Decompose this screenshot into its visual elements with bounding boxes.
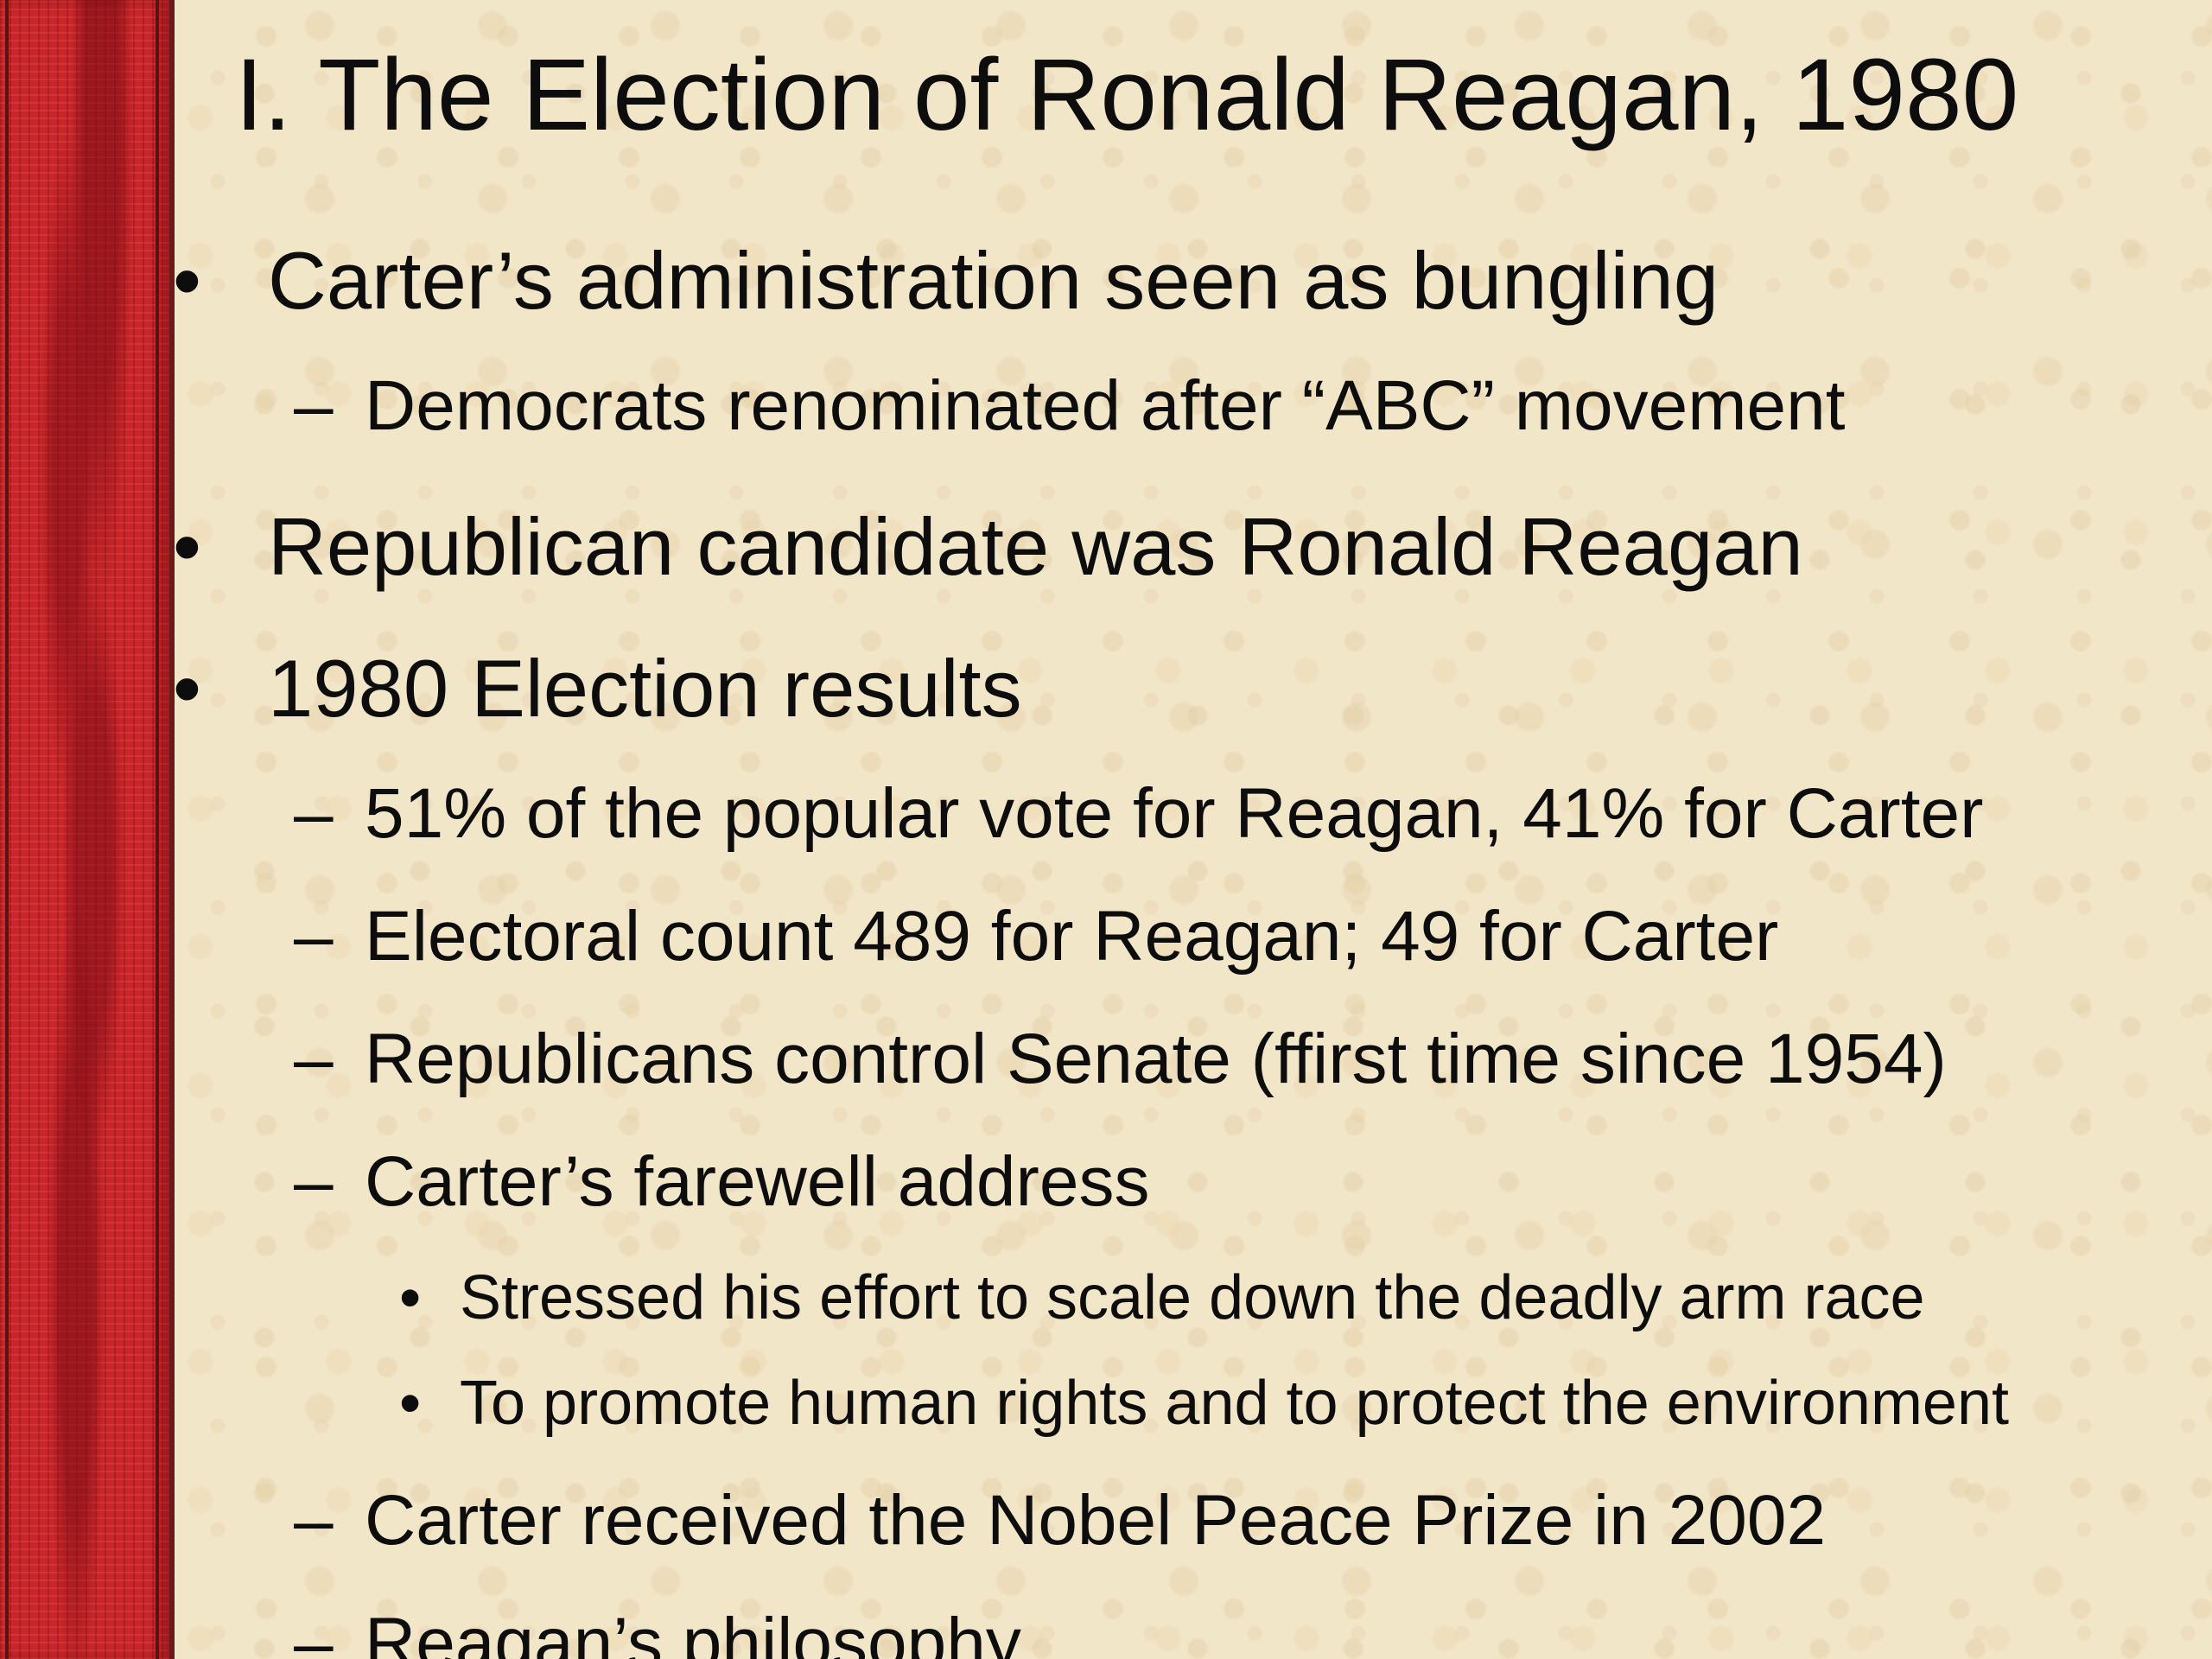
sub-bullet-text: Carter’s farewell address	[365, 1142, 1150, 1221]
bullet-dot-icon: •	[173, 235, 201, 326]
sub-bullet-text: Electoral count 489 for Reagan; 49 for C…	[365, 897, 1779, 976]
sub-bullet-text: Carter received the Nobel Peace Prize in…	[365, 1481, 1827, 1560]
sub-sub-bullet-text: Stressed his effort to scale down the de…	[460, 1263, 1925, 1332]
bullet-text: 1980 Election results	[268, 643, 1022, 734]
bullet-dot-icon: •	[173, 643, 201, 734]
dash-icon: –	[294, 774, 334, 853]
slide-title: I. The Election of Ronald Reagan, 1980	[235, 38, 2019, 152]
stripe-edge-left	[5, 0, 9, 1659]
dash-icon: –	[294, 897, 334, 976]
dash-icon: –	[294, 1604, 334, 1659]
bullet-text: Republican candidate was Ronald Reagan	[268, 501, 1803, 592]
stripe-edge-right	[156, 0, 159, 1659]
decorative-side-stripe	[0, 0, 175, 1659]
dash-icon: –	[294, 1142, 334, 1221]
bullet-dot-icon: •	[399, 1369, 422, 1438]
dash-icon: –	[294, 366, 334, 445]
bullet-dot-icon: •	[399, 1263, 422, 1332]
dash-icon: –	[294, 1481, 334, 1560]
sub-bullet-text: Reagan’s philosophy	[365, 1604, 1021, 1659]
bullet-dot-icon: •	[173, 501, 201, 592]
dash-icon: –	[294, 1020, 334, 1098]
sub-bullet-text: Democrats renominated after “ABC” moveme…	[365, 366, 1846, 445]
sub-sub-bullet-text: To promote human rights and to protect t…	[460, 1369, 2010, 1438]
bullet-text: Carter’s administration seen as bungling	[268, 235, 1719, 326]
sub-bullet-text: 51% of the popular vote for Reagan, 41% …	[365, 774, 1984, 853]
sub-bullet-text: Republicans control Senate (ffirst time …	[365, 1020, 1947, 1098]
